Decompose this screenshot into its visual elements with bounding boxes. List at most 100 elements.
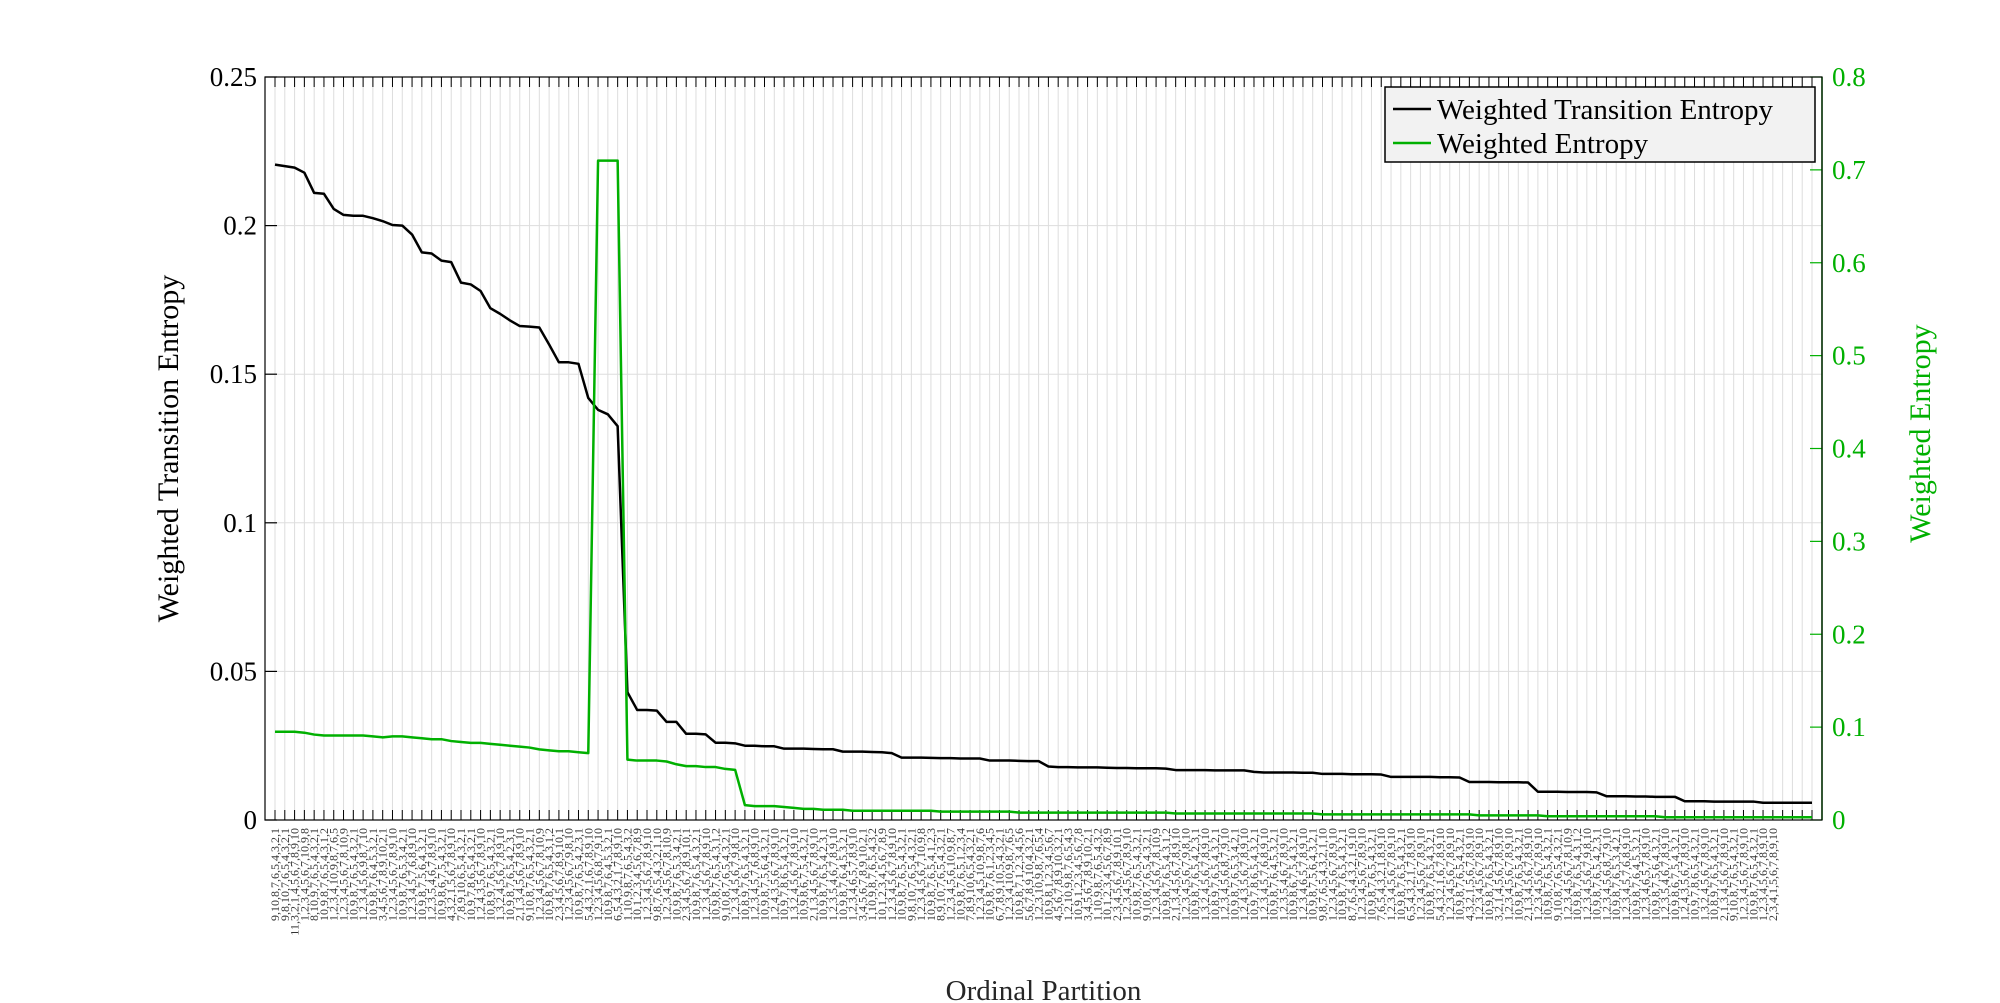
x-tick-label: 1,2,3,4,5,6,7,9,8,10 (562, 828, 576, 921)
x-tick-label: 9,8,10,7,6,5,4,3,2,1 (278, 828, 292, 921)
x-tick-label: 11,3,2,1,4,5,6,7,8,9,10 (288, 828, 302, 936)
x-tick-label: 2,1,3,4,5,6,7,8,9,10 (513, 828, 527, 921)
x-tick-label: 8,10,9,7,6,5,4,3,2,1 (307, 828, 321, 921)
x-tick-label: 10,9,8,7,5,6,4,3,2,1 (757, 828, 771, 921)
x-axis-label: Ordinal Partition (946, 975, 1142, 1003)
x-tick-label: 1,2,3,4,5,7,6,8,9,10 (1257, 828, 1271, 921)
x-tick-label: 1,3,2,4,5,6,7,8,9,10 (1697, 828, 1711, 921)
x-tick-label: 10,9,8,7,6,5,4,3,2,1 (1511, 828, 1525, 921)
x-tick-label: 10,9,8,7,6,5,4,3,1,2 (709, 828, 723, 921)
x-tick-label: 1,3,2,4,5,6,7,8,9,10 (787, 828, 801, 921)
x-tick-label: 1,2,3,4,10,9,8,7,6,5 (327, 828, 341, 921)
x-tick-label: 1,2,3,4,10,9,8,7,6,5 (1002, 828, 1016, 921)
x-tick-label: 10,9,8,7,6,5,3,4,2,1 (395, 828, 409, 921)
x-tick-label: 9,10,8,7,6,5,4,3,2,1 (1727, 828, 1741, 921)
x-tick-label: 10,9,8,7,6,5,4,3,1,2 (542, 828, 556, 921)
series (274, 159, 1812, 819)
x-tick-label: 1,2,3,4,5,6,8,7,9,10 (1599, 828, 1613, 921)
x-tick-label: 3,4,5,6,7,8,9,10,2,1 (376, 828, 390, 921)
x-tick-label: 1,2,3,5,4,6,7,8,9,10 (1276, 828, 1290, 921)
right-y-axis-label: Weighted Entropy (1904, 324, 1937, 542)
x-tick-label: 10,9,8,7,6,5,3,4,2,1 (1227, 828, 1241, 921)
x-tick-label: 10,1,2,3,4,5,6,7,8,9 (1100, 828, 1114, 921)
x-tick-label: 10,9,8,7,6,5,1,2,3,4 (953, 828, 967, 921)
x-tick-label: 1,2,10,9,8,7,6,5,4,3 (1061, 828, 1075, 921)
plot-area (265, 77, 1822, 820)
x-tick-label: 2,3,4,5,6,7,8,9,10,1 (1110, 828, 1124, 921)
x-tick-label: 10,9,8,7,5,6,4,3,2,1 (1648, 828, 1662, 921)
x-tick-label: 10,9,8,7,6,5,4,3,1,2 (1159, 828, 1173, 921)
x-tick-label: 1,2,3,4,5,6,8,7,9,10 (1218, 828, 1232, 921)
x-tick-label: 10,9,8,7,6,5,4,3,2,1 (1335, 828, 1349, 921)
x-tick-label: 10,9,8,7,6,4,5,3,2,1 (1629, 828, 1643, 921)
x-tick-label: 10,9,8,7,6,5,4,3,2,1 (1453, 828, 1467, 921)
x-tick-label: 9,10,8,7,6,5,4,3,2,1 (718, 828, 732, 921)
x-tick-label: 9,8,10,7,6,5,4,3,2,1 (904, 828, 918, 921)
x-tick-label: 1,2,4,3,5,6,7,8,9,10 (767, 828, 781, 921)
x-tick-label: 3,4,5,6,7,8,9,10,2,1 (855, 828, 869, 921)
x-tick-label: 1,2,3,4,5,6,7,9,8,10 (1580, 828, 1594, 921)
x-tick-label: 2,1,3,4,5,6,7,8,9,10 (1169, 828, 1183, 921)
left-y-tick-label: 0.25 (210, 62, 257, 92)
x-tick-label: 1,2,3,4,5,6,7,8,9,10 (1413, 828, 1427, 921)
x-tick-label: 1,3,2,4,5,6,7,8,9,10 (1198, 828, 1212, 921)
left-y-tick-label: 0.15 (210, 359, 257, 389)
left-y-axis-label: Weighted Transition Entropy (152, 275, 185, 623)
right-y-tick-label: 0.4 (1832, 434, 1866, 464)
x-tick-label: 10,9,8,7,6,1,2,3,4,5 (983, 828, 997, 921)
x-tick-label: 6,5,4,3,2,1,7,8,9,10 (1404, 828, 1418, 921)
x-tick-label: 1,2,3,4,5,6,7,8,10,9 (1560, 828, 1574, 921)
x-tick-label: 1,3,2,4,5,6,7,8,9,10 (493, 828, 507, 921)
x-tick-label: 10,9,8,7,6,4,5,3,2,1 (366, 828, 380, 921)
x-tick-label: 1,2,3,4,5,6,7,8,9,10 (1756, 828, 1770, 921)
legend-label-weighted-transition-entropy: Weighted Transition Entropy (1437, 94, 1773, 126)
x-tick-label: 10,9,7,8,6,5,4,3,2,1 (1688, 828, 1702, 921)
x-tick-label: 10,9,8,7,6,5,4,3,2,1 (346, 828, 360, 921)
x-tick-label: 1,2,4,3,5,6,7,8,9,10 (1237, 828, 1251, 921)
x-tick-label: 1,2,3,4,5,6,7,8,10,9 (337, 828, 351, 921)
x-tick-label: 9,8,7,6,5,4,3,2,1,10 (1316, 828, 1330, 921)
left-y-tick-label: 0.2 (223, 211, 257, 241)
legend: Weighted Transition Entropy Weighted Ent… (1384, 86, 1816, 163)
x-tick-label: 1,2,3,4,5,6,7,8,9,10 (640, 828, 654, 921)
x-tick-label: 10,9,8,1,2,3,4,5,6,7 (1041, 828, 1055, 921)
x-tick-label: 1,2,3,5,4,6,7,8,9,10 (826, 828, 840, 921)
x-tick-label: 5,6,7,8,9,10,4,3,2,1 (1022, 828, 1036, 921)
x-tick-label: 1,2,3,4,5,6,7,8,10,9 (532, 828, 546, 921)
x-tick-label: 10,9,8,7,6,5,4,3,2,1 (689, 828, 703, 921)
plot-frame (264, 76, 1823, 821)
x-tick-label: 1,10,9,8,7,6,5,4,3,2 (1090, 828, 1104, 921)
x-tick-label: 10,9,8,7,6,5,4,3,2,1 (1364, 828, 1378, 921)
x-tick-label: 10,9,8,7,6,5,4,3,2,1 (895, 828, 909, 921)
x-tick-label: 10,9,8,7,6,5,3,4,2,1 (669, 828, 683, 921)
right-y-tick-label: 0.8 (1832, 62, 1866, 92)
x-tick-label: 1,2,3,4,5,6,7,8,9,10 (1120, 828, 1134, 921)
x-tick-label: 1,2,3,4,5,6,7,8,9,10 (1531, 828, 1545, 921)
x-tick-label: 4,3,2,1,5,6,7,8,9,10 (444, 828, 458, 921)
x-tick-label: 1,2,3,4,5,7,6,8,9,10 (405, 828, 419, 921)
x-axis-tick-labels: 9,10,8,7,6,5,4,3,2,19,8,10,7,6,5,4,3,2,1… (268, 828, 1780, 936)
x-tick-label: 6,5,4,3,2,1,7,8,9,10 (611, 828, 625, 921)
x-tick-label: 10,9,8,6,7,5,4,3,2,1 (434, 828, 448, 921)
x-tick-label: 5,4,3,2,1,6,7,8,9,10 (581, 828, 595, 921)
x-tick-label: 2,1,3,4,5,6,7,8,9,10 (1717, 828, 1731, 921)
x-tick-label: 1,2,3,4,5,7,6,8,9,10 (1619, 828, 1633, 921)
x-tick-label: 10,9,7,8,6,5,4,3,2,1 (464, 828, 478, 921)
x-tick-label: 1,2,4,3,5,6,7,8,9,10 (474, 828, 488, 921)
x-tick-label: 2,1,3,4,5,6,7,8,9,10 (806, 828, 820, 921)
right-y-tick-label: 0.1 (1832, 712, 1866, 742)
series-line-weighted-entropy (275, 159, 1812, 819)
right-y-tick-label: 0.5 (1832, 341, 1866, 371)
x-tick-label: 1,2,3,4,5,6,7,8,9,10 (385, 828, 399, 921)
x-tick-label: 10,9,8,7,6,5,3,4,2,1 (1609, 828, 1623, 921)
x-tick-label: 1,2,3,4,5,6,10,9,8,7 (943, 828, 957, 921)
x-tick-label: 1,2,3,4,6,5,7,8,9,10 (1639, 828, 1653, 921)
x-tick-label: 9,10,8,7,6,5,4,3,2,1 (268, 828, 282, 921)
x-tick-label: 1,2,3,4,5,6,7,8,9,10 (1736, 828, 1750, 921)
left-y-tick-label: 0.1 (223, 508, 257, 538)
x-tick-label: 4,3,2,1,5,6,7,8,9,10 (1462, 828, 1476, 921)
x-tick-label: 7,6,5,4,3,2,1,8,9,10 (1374, 828, 1388, 921)
x-tick-label: 1,2,3,4,5,7,6,8,9,10 (748, 828, 762, 921)
x-tick-label: 1,2,3,4,5,10,9,8,7,6 (973, 828, 987, 921)
x-tick-label: 3,2,1,4,5,6,7,8,9,10 (1492, 828, 1506, 921)
